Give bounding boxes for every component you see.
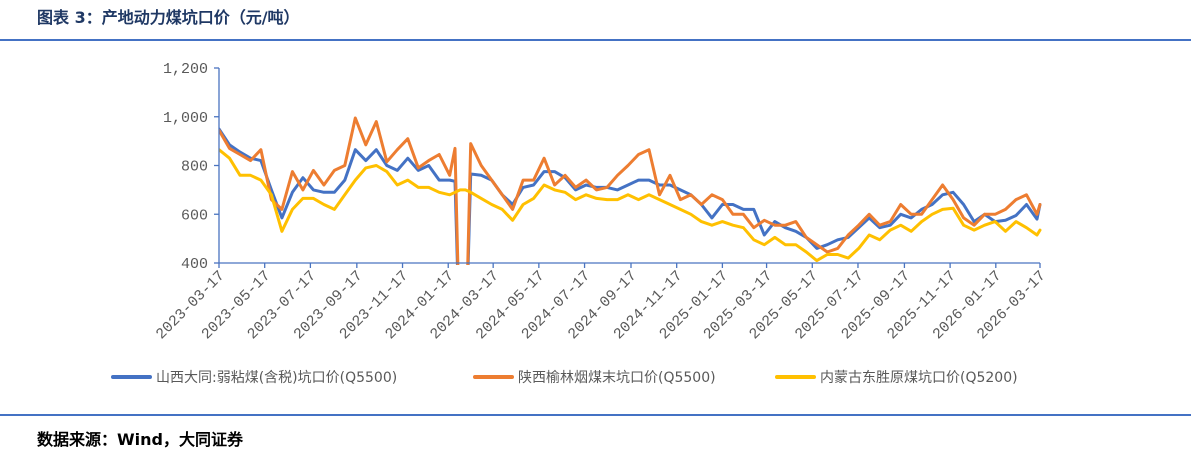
y-tick-label: 600 xyxy=(181,207,208,224)
series-layer xyxy=(219,116,1042,265)
y-tick-label: 800 xyxy=(181,159,208,176)
legend-label-3: 内蒙古东胜原煤坑口价(Q5200) xyxy=(820,370,1018,386)
series-line-3 xyxy=(219,148,1042,263)
legend: 山西大同:弱粘煤(含税)坑口价(Q5500) 陕西榆林烟煤末坑口价(Q5500)… xyxy=(111,370,1018,386)
y-axis: 400 600 800 1,000 1,200 xyxy=(163,61,220,273)
y-tick-label: 400 xyxy=(181,256,208,273)
figure-title: 图表 3：产地动力煤坑口价（元/吨） xyxy=(37,8,300,27)
legend-item-3: 内蒙古东胜原煤坑口价(Q5200) xyxy=(775,370,1018,386)
legend-label-2: 陕西榆林烟煤末坑口价(Q5500) xyxy=(518,370,716,386)
x-axis: 2023-03-172023-05-172023-07-172023-09-17… xyxy=(153,262,1050,343)
footer-rule xyxy=(0,414,1191,416)
series-line-2 xyxy=(219,116,1042,265)
legend-item-1: 山西大同:弱粘煤(含税)坑口价(Q5500) xyxy=(111,370,397,386)
line-chart: 400 600 800 1,000 1,200 2023-03-172023-05-17… xyxy=(111,61,1050,386)
legend-item-2: 陕西榆林烟煤末坑口价(Q5500) xyxy=(473,370,716,386)
y-tick-label: 1,200 xyxy=(163,61,208,78)
data-source-note: 数据来源：Wind，大同证券 xyxy=(37,430,243,449)
legend-label-1: 山西大同:弱粘煤(含税)坑口价(Q5500) xyxy=(156,370,397,386)
series-line-1 xyxy=(219,127,1042,265)
y-tick-label: 1,000 xyxy=(163,110,208,127)
header-rule xyxy=(0,39,1191,41)
